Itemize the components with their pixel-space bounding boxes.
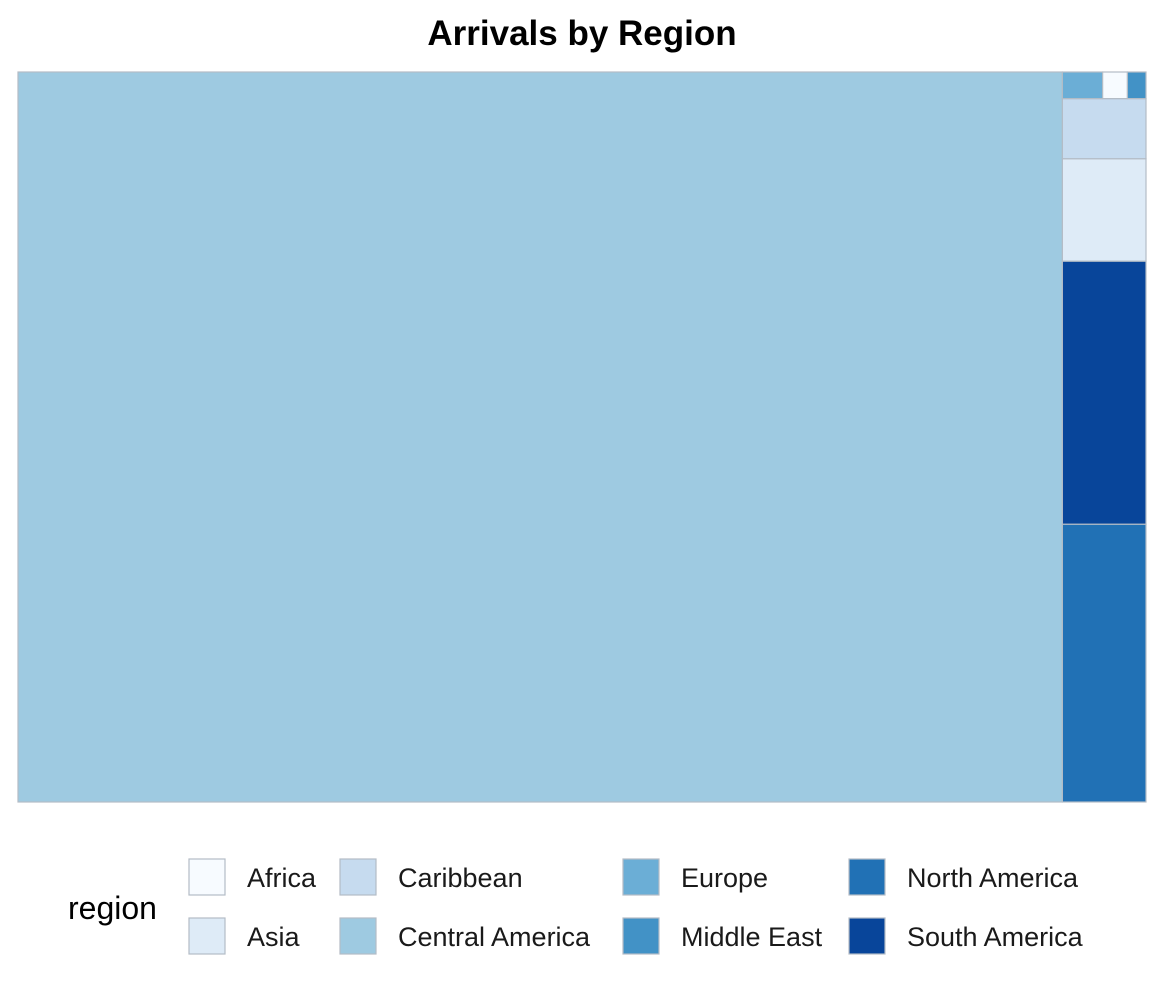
legend-label-middle-east: Middle East <box>681 922 823 952</box>
legend-item-africa: Africa <box>188 858 317 896</box>
chart-title: Arrivals by Region <box>427 14 736 53</box>
legend-item-north-america: North America <box>848 858 1079 896</box>
legend-key-south-america <box>848 917 886 955</box>
legend-label-central-america: Central America <box>398 922 591 952</box>
legend-key-africa <box>188 858 226 896</box>
tile-north-america <box>1061 523 1147 803</box>
legend-label-north-america: North America <box>907 863 1079 893</box>
legend-key-middle-east <box>622 917 660 955</box>
legend-key-caribbean <box>339 858 377 896</box>
legend-item-europe: Europe <box>622 858 768 896</box>
tile-south-america <box>1061 260 1147 525</box>
tile-caribbean <box>1061 97 1147 160</box>
legend-item-asia: Asia <box>188 917 301 955</box>
treemap-tiles <box>17 71 1147 803</box>
legend-label-europe: Europe <box>681 863 768 893</box>
legend-title: region <box>68 890 157 926</box>
legend-item-south-america: South America <box>848 917 1084 955</box>
legend: region Africa Asia Caribbean Central Americ… <box>68 858 1084 955</box>
legend-label-caribbean: Caribbean <box>398 863 523 893</box>
tile-asia <box>1061 158 1147 262</box>
tile-central-america <box>17 71 1063 803</box>
legend-item-caribbean: Caribbean <box>339 858 523 896</box>
tile-africa <box>1102 71 1129 100</box>
legend-key-europe <box>622 858 660 896</box>
legend-items: Africa Asia Caribbean Central America Europe… <box>188 858 1084 955</box>
legend-label-africa: Africa <box>247 863 317 893</box>
legend-key-asia <box>188 917 226 955</box>
legend-label-asia: Asia <box>247 922 301 952</box>
legend-key-central-america <box>339 917 377 955</box>
legend-label-south-america: South America <box>907 922 1084 952</box>
tile-europe <box>1061 71 1104 100</box>
legend-item-middle-east: Middle East <box>622 917 823 955</box>
tile-middle-east <box>1126 71 1147 100</box>
legend-item-central-america: Central America <box>339 917 591 955</box>
legend-key-north-america <box>848 858 886 896</box>
